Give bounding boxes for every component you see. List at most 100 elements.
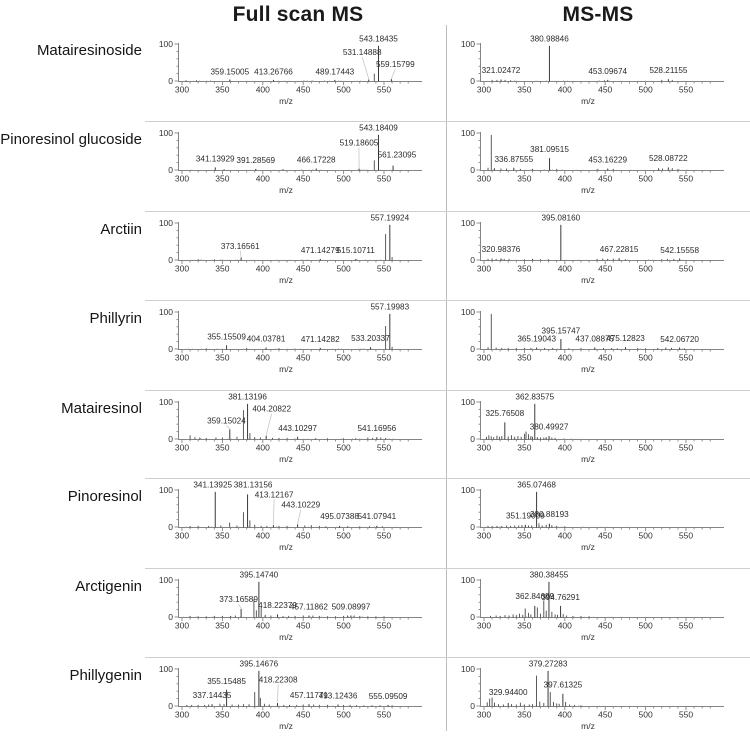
svg-text:450: 450 [296, 621, 310, 631]
svg-text:500: 500 [337, 85, 351, 95]
svg-text:355.15485: 355.15485 [207, 677, 246, 686]
svg-text:400: 400 [558, 85, 572, 95]
svg-text:321.02472: 321.02472 [482, 66, 521, 75]
svg-text:337.14435: 337.14435 [193, 691, 232, 700]
svg-text:300: 300 [477, 264, 491, 274]
svg-text:450: 450 [598, 531, 612, 541]
svg-text:0: 0 [168, 344, 173, 354]
svg-text:395.08160: 395.08160 [541, 213, 580, 222]
svg-text:500: 500 [639, 710, 653, 720]
svg-text:550: 550 [679, 174, 693, 184]
svg-text:m/z: m/z [279, 542, 293, 552]
svg-text:400: 400 [558, 531, 572, 541]
svg-text:100: 100 [461, 218, 475, 228]
peaks [487, 313, 692, 350]
svg-text:300: 300 [477, 443, 491, 453]
svg-text:m/z: m/z [581, 632, 595, 642]
peaks [486, 670, 600, 707]
svg-text:561.23095: 561.23095 [378, 150, 417, 159]
svg-text:100: 100 [461, 39, 475, 49]
svg-text:100: 100 [159, 397, 173, 407]
column-title-full-scan-ms: Full scan MS [232, 3, 364, 26]
compound-label: Arctiin [100, 221, 142, 238]
svg-text:380.98846: 380.98846 [530, 34, 569, 43]
svg-text:381.13156: 381.13156 [234, 480, 273, 489]
svg-text:300: 300 [175, 353, 189, 363]
svg-text:350: 350 [517, 710, 531, 720]
svg-text:350: 350 [215, 85, 229, 95]
row-divider [145, 300, 750, 301]
svg-text:100: 100 [159, 664, 173, 674]
row-divider [145, 657, 750, 658]
svg-text:0: 0 [470, 76, 475, 86]
row-divider [145, 478, 750, 479]
compound-label: Pinoresinol [67, 488, 142, 505]
svg-text:350: 350 [517, 531, 531, 541]
compound-label: Phillyrin [89, 310, 142, 327]
svg-text:m/z: m/z [581, 275, 595, 285]
peaks [186, 491, 398, 528]
svg-text:450: 450 [598, 443, 612, 453]
svg-text:457.11771: 457.11771 [290, 691, 329, 700]
svg-text:0: 0 [168, 165, 173, 175]
svg-text:453.16229: 453.16229 [588, 156, 627, 165]
svg-text:373.16561: 373.16561 [221, 242, 260, 251]
peaks [190, 224, 393, 261]
svg-text:320.98376: 320.98376 [482, 245, 521, 254]
peaks [486, 224, 683, 261]
svg-text:300: 300 [175, 443, 189, 453]
svg-text:400: 400 [256, 174, 270, 184]
svg-text:380.49927: 380.49927 [530, 422, 569, 431]
svg-text:395.14740: 395.14740 [240, 570, 279, 579]
svg-text:550: 550 [377, 443, 391, 453]
svg-text:351.19009: 351.19009 [506, 511, 545, 520]
svg-text:300: 300 [175, 174, 189, 184]
svg-text:500: 500 [639, 264, 653, 274]
svg-text:350: 350 [215, 264, 229, 274]
svg-text:0: 0 [470, 434, 475, 444]
svg-text:0: 0 [470, 522, 475, 532]
svg-text:528.21155: 528.21155 [649, 66, 688, 75]
peaks [486, 45, 693, 82]
svg-text:0: 0 [168, 701, 173, 711]
svg-text:m/z: m/z [279, 364, 293, 374]
svg-text:404.20822: 404.20822 [252, 405, 291, 414]
svg-text:100: 100 [159, 39, 173, 49]
svg-text:450: 450 [598, 174, 612, 184]
svg-text:500: 500 [337, 264, 351, 274]
svg-text:100: 100 [159, 307, 173, 317]
svg-text:400: 400 [256, 443, 270, 453]
svg-text:500: 500 [337, 710, 351, 720]
svg-text:350: 350 [215, 621, 229, 631]
compound-label: Arctigenin [75, 578, 142, 595]
svg-text:350: 350 [517, 174, 531, 184]
svg-text:550: 550 [377, 621, 391, 631]
peaks [186, 670, 393, 707]
svg-text:300: 300 [477, 621, 491, 631]
svg-text:493.12436: 493.12436 [319, 692, 358, 701]
svg-text:543.18435: 543.18435 [359, 34, 398, 43]
svg-text:542.06720: 542.06720 [660, 335, 699, 344]
compound-label: Phillygenin [69, 667, 142, 684]
svg-text:m/z: m/z [581, 185, 595, 195]
svg-text:350: 350 [215, 710, 229, 720]
svg-text:359.15005: 359.15005 [210, 67, 249, 76]
svg-text:471.14279: 471.14279 [301, 246, 340, 255]
svg-text:400: 400 [256, 264, 270, 274]
peak-labels: 321.02472 380.98846 453.09674 528.21155 [482, 34, 688, 76]
compound-label: Matairesinol [61, 400, 142, 417]
svg-text:m/z: m/z [279, 96, 293, 106]
svg-text:541.16956: 541.16956 [358, 424, 397, 433]
svg-text:350: 350 [517, 353, 531, 363]
